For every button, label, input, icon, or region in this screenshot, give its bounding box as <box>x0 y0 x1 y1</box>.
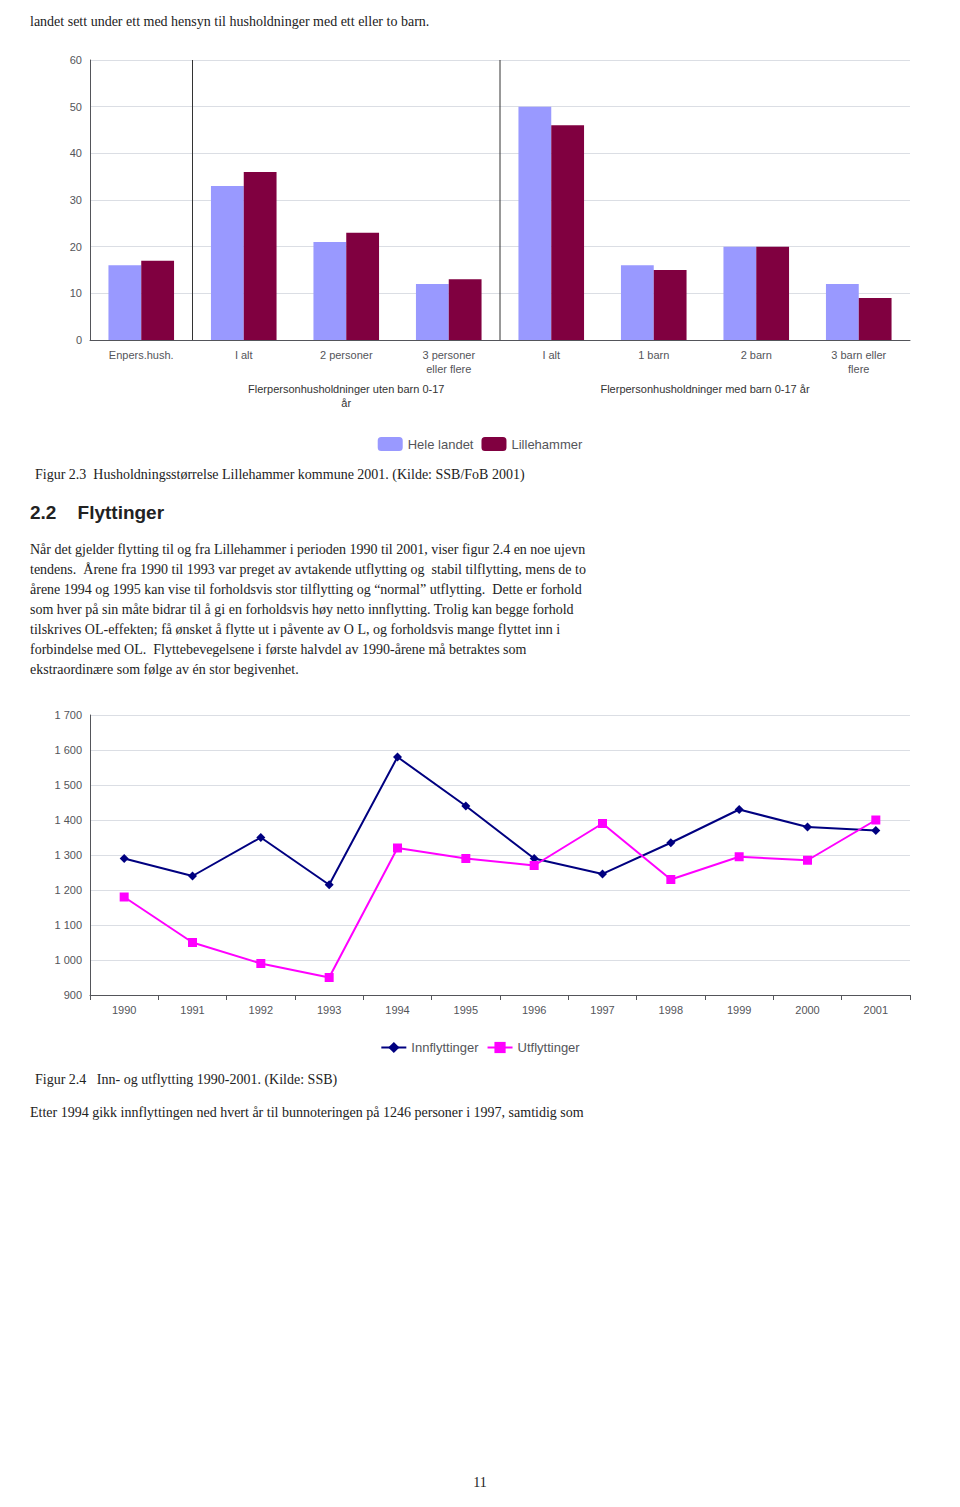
svg-text:3 barn eller: 3 barn eller <box>831 349 886 361</box>
svg-text:1994: 1994 <box>385 1004 409 1016</box>
svg-text:40: 40 <box>70 147 82 159</box>
svg-text:Innflyttinger: Innflyttinger <box>411 1040 479 1055</box>
svg-text:1993: 1993 <box>317 1004 341 1016</box>
svg-text:Flerpersonhusholdninger med ba: Flerpersonhusholdninger med barn 0-17 år <box>600 383 809 395</box>
svg-text:20: 20 <box>70 241 82 253</box>
svg-text:1998: 1998 <box>659 1004 683 1016</box>
svg-text:1991: 1991 <box>180 1004 204 1016</box>
svg-text:1995: 1995 <box>454 1004 478 1016</box>
svg-text:1996: 1996 <box>522 1004 546 1016</box>
html-text:Etter 1994 gikk innflyttingen: Etter 1994 gikk innflyttingen ned hvert … <box>30 1105 584 1120</box>
svg-text:0: 0 <box>76 334 82 346</box>
svg-text:1 200: 1 200 <box>54 884 82 896</box>
svg-text:50: 50 <box>70 101 82 113</box>
html-text:ekstraordinære som følge av én: ekstraordinære som følge av én stor begi… <box>30 662 299 677</box>
svg-text:30: 30 <box>70 194 82 206</box>
svg-text:3 personer: 3 personer <box>422 349 475 361</box>
svg-text:1 100: 1 100 <box>54 919 82 931</box>
svg-text:flere: flere <box>848 363 869 375</box>
svg-text:eller flere: eller flere <box>426 363 471 375</box>
svg-text:Enpers.hush.: Enpers.hush. <box>109 349 174 361</box>
html-text:som hver på sin måte bidrar ti: som hver på sin måte bidrar til å gi en … <box>30 602 574 617</box>
svg-text:2001: 2001 <box>864 1004 888 1016</box>
svg-text:Lillehammer: Lillehammer <box>511 437 582 452</box>
svg-text:1 barn: 1 barn <box>638 349 669 361</box>
svg-text:2000: 2000 <box>795 1004 819 1016</box>
html-text:2.2 Flyttinger: 2.2 Flyttinger <box>30 502 165 523</box>
svg-text:1 600: 1 600 <box>54 744 82 756</box>
html-text:landet sett under ett med hens: landet sett under ett med hensyn til hus… <box>30 14 430 29</box>
svg-text:2 personer: 2 personer <box>320 349 373 361</box>
svg-text:Figur 2.3 Husholdningsstørrel: Figur 2.3 Husholdningsstørrelse Lilleham… <box>35 467 525 483</box>
svg-text:1992: 1992 <box>249 1004 273 1016</box>
svg-text:1997: 1997 <box>590 1004 614 1016</box>
html-text:årene 1994 og 1995 kan vise ti: årene 1994 og 1995 kan vise til forholds… <box>30 582 582 597</box>
svg-text:1 500: 1 500 <box>54 779 82 791</box>
svg-text:1 300: 1 300 <box>54 849 82 861</box>
html-text:forbindelse med OL. Flyttebeve: forbindelse med OL. Flyttebevegelsene i … <box>30 642 527 657</box>
svg-text:år: år <box>341 397 351 409</box>
svg-text:1999: 1999 <box>727 1004 751 1016</box>
html-text:tilskrives OL-effekten; få øns: tilskrives OL-effekten; få ønsket å flyt… <box>30 622 561 637</box>
svg-text:1 400: 1 400 <box>54 814 82 826</box>
svg-text:Hele landet: Hele landet <box>408 437 474 452</box>
svg-text:1 000: 1 000 <box>54 954 82 966</box>
html-text:11: 11 <box>473 1475 487 1490</box>
svg-text:10: 10 <box>70 287 82 299</box>
svg-text:Utflyttinger: Utflyttinger <box>518 1040 581 1055</box>
svg-text:Figur 2.4 Inn- og utflytting: Figur 2.4 Inn- og utflytting 1990-2001. … <box>35 1072 338 1088</box>
html-text:Når det gjelder flytting til o: Når det gjelder flytting til og fra Lill… <box>30 542 586 557</box>
svg-text:Flerpersonhusholdninger uten b: Flerpersonhusholdninger uten barn 0-17 <box>248 383 444 395</box>
svg-text:60: 60 <box>70 54 82 66</box>
html-text:tendens. Årene fra 1990 til 19: tendens. Årene fra 1990 til 1993 var pre… <box>30 562 586 577</box>
svg-text:2 barn: 2 barn <box>741 349 772 361</box>
svg-text:900: 900 <box>64 989 82 1001</box>
svg-text:I alt: I alt <box>235 349 253 361</box>
svg-text:I alt: I alt <box>542 349 560 361</box>
svg-text:1 700: 1 700 <box>54 709 82 721</box>
svg-text:1990: 1990 <box>112 1004 136 1016</box>
